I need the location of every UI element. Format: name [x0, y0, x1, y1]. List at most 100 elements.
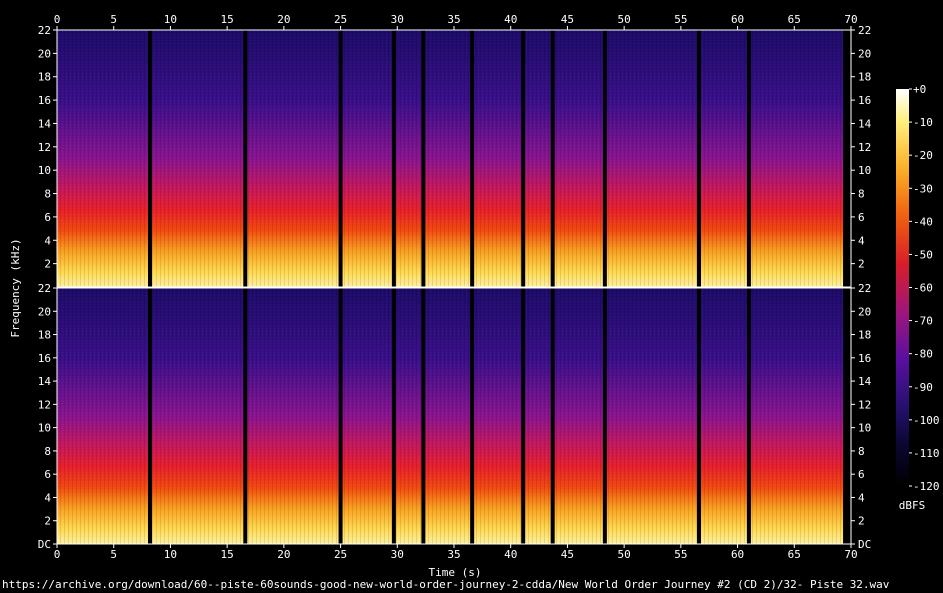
colorbar-gradient [896, 89, 909, 486]
y-tick-label-left: 14 [38, 117, 52, 130]
y-tick-label-right: 12 [858, 398, 871, 411]
x-tick-label-top: 65 [788, 13, 801, 26]
x-tick-label-bottom: 65 [788, 548, 801, 561]
source-url-caption: https://archive.org/download/60--piste-6… [2, 578, 890, 591]
silence-gap-ch2-7 [521, 288, 526, 544]
silence-gap-ch1-7 [521, 30, 526, 287]
y-tick-label-right: 14 [858, 375, 872, 388]
x-tick-label-bottom: 35 [447, 548, 460, 561]
x-tick-label-top: 50 [618, 13, 631, 26]
colorbar-tick-label: -40 [913, 215, 933, 228]
x-tick-label-bottom: 25 [334, 548, 347, 561]
x-tick-label-bottom: 60 [731, 548, 744, 561]
silence-gap-ch2-10 [697, 288, 702, 544]
y-tick-label-right: 6 [858, 468, 865, 481]
silence-gap-ch1-6 [470, 30, 475, 287]
y-tick-label-left: 4 [44, 491, 51, 504]
y-tick-label-left: 2 [44, 258, 51, 271]
silence-gap-ch1-10 [697, 30, 702, 287]
colorbar-tick-label: -70 [913, 315, 933, 328]
silence-gap-ch2-1 [148, 288, 153, 544]
x-tick-label-top: 60 [731, 13, 744, 26]
x-tick-label-bottom: 20 [277, 548, 290, 561]
x-tick-label-top: 30 [391, 13, 404, 26]
x-tick-label-bottom: 40 [504, 548, 517, 561]
y-tick-label-right: 18 [858, 329, 871, 342]
colorbar-tick-label: -120 [913, 480, 940, 493]
y-tick-label-right: 4 [858, 491, 865, 504]
y-tick-label-left: 6 [44, 211, 51, 224]
y-tick-label-right: 2 [858, 515, 865, 528]
y-tick-label-right: 10 [858, 164, 871, 177]
y-tick-label-right: 4 [858, 234, 865, 247]
y-tick-label-right: 16 [858, 94, 871, 107]
silence-gap-ch1-9 [602, 30, 607, 287]
y-tick-label-left: 18 [38, 329, 51, 342]
y-tick-label-right: 18 [858, 71, 871, 84]
x-tick-label-bottom: 45 [561, 548, 574, 561]
x-tick-label-top: 15 [221, 13, 234, 26]
x-tick-label-bottom: 50 [618, 548, 631, 561]
y-tick-label-left: 20 [38, 305, 51, 318]
x-tick-label-top: 5 [110, 13, 117, 26]
colorbar-unit: dBFS [899, 499, 926, 512]
x-tick-label-bottom: 10 [164, 548, 177, 561]
y-tick-label-left: 4 [44, 234, 51, 247]
spectrogram-texture-2 [57, 288, 851, 544]
silence-gap-ch2-6 [470, 288, 475, 544]
colorbar-tick-label: +0 [913, 83, 926, 96]
track-end-ch2 [843, 288, 851, 544]
x-tick-label-bottom: 0 [54, 548, 61, 561]
silence-gap-ch2-11 [746, 288, 751, 544]
silence-gap-ch2-3 [338, 288, 343, 544]
x-tick-label-bottom: 15 [221, 548, 234, 561]
silence-gap-ch1-2 [243, 30, 248, 287]
x-tick-label-bottom: 70 [844, 548, 857, 561]
y-tick-label-left: 6 [44, 468, 51, 481]
silence-gap-ch2-5 [421, 288, 426, 544]
x-tick-label-top: 25 [334, 13, 347, 26]
y-tick-label-left: 16 [38, 94, 51, 107]
y-tick-label-left: 22 [38, 282, 51, 295]
y-tick-label-left: 8 [44, 188, 51, 201]
x-tick-label-top: 70 [844, 13, 857, 26]
x-tick-label-top: 0 [54, 13, 61, 26]
y-tick-label-left: 12 [38, 141, 51, 154]
y-tick-label-right: 20 [858, 305, 871, 318]
colorbar-tick-label: -80 [913, 348, 933, 361]
y-tick-label-left: DC [38, 538, 51, 551]
x-tick-label-top: 10 [164, 13, 177, 26]
y-axis-title: Frequency (kHz) [9, 238, 22, 337]
silence-gap-ch1-5 [421, 30, 426, 287]
y-tick-label-left: 14 [38, 375, 52, 388]
y-tick-label-right: 12 [858, 141, 871, 154]
y-tick-label-left: 2 [44, 515, 51, 528]
y-tick-label-left: 8 [44, 445, 51, 458]
silence-gap-ch1-3 [338, 30, 343, 287]
silence-gap-ch1-8 [550, 30, 555, 287]
silence-gap-ch2-4 [391, 288, 396, 544]
y-tick-label-left: 10 [38, 164, 51, 177]
track-end-ch1 [843, 30, 851, 287]
y-tick-label-left: 12 [38, 398, 51, 411]
x-tick-label-bottom: 30 [391, 548, 404, 561]
y-tick-label-right: 20 [858, 47, 871, 60]
x-tick-label-top: 45 [561, 13, 574, 26]
x-axis-title: Time (s) [429, 566, 482, 579]
y-tick-label-left: 16 [38, 352, 51, 365]
x-tick-label-bottom: 5 [110, 548, 117, 561]
silence-gap-ch2-2 [243, 288, 248, 544]
y-tick-label-right: DC [858, 538, 871, 551]
colorbar-tick-label: -90 [913, 381, 933, 394]
x-tick-label-top: 40 [504, 13, 517, 26]
y-tick-label-right: 8 [858, 188, 865, 201]
y-tick-label-right: 6 [858, 211, 865, 224]
y-tick-label-right: 8 [858, 445, 865, 458]
colorbar-tick-label: -20 [913, 149, 933, 162]
silence-gap-ch2-8 [550, 288, 555, 544]
colorbar-tick-label: -110 [913, 447, 940, 460]
silence-gap-ch1-11 [746, 30, 751, 287]
y-tick-label-right: 2 [858, 258, 865, 271]
silence-gap-ch1-1 [148, 30, 153, 287]
